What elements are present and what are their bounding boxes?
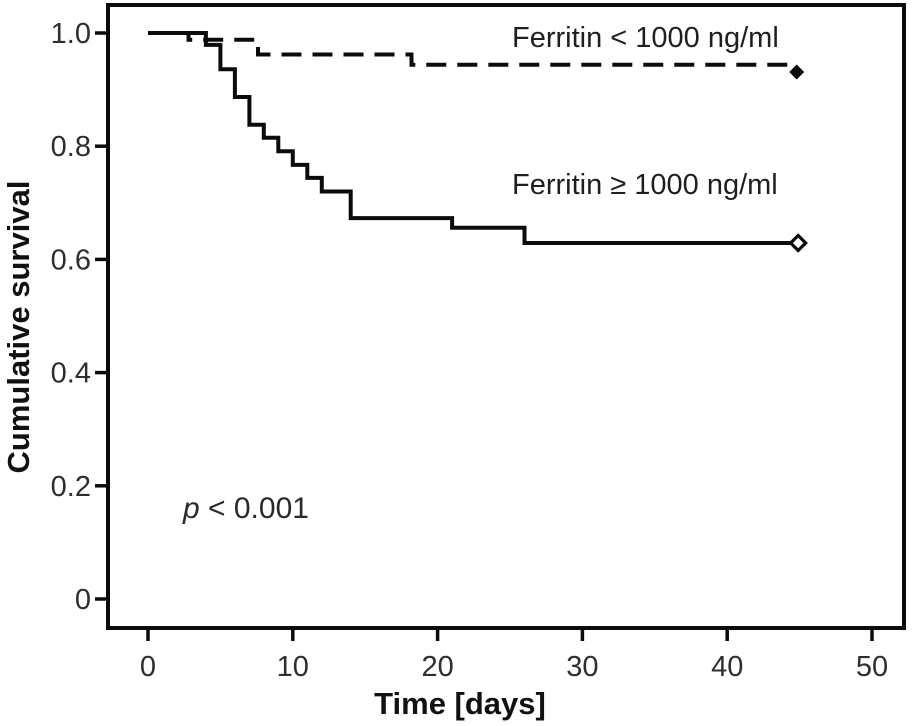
series-end-markers bbox=[788, 64, 808, 253]
x-tick-label: 0 bbox=[140, 651, 156, 683]
filled-diamond-marker bbox=[789, 64, 805, 80]
plot-frame bbox=[106, 3, 906, 630]
y-tick-label: 0.8 bbox=[51, 131, 91, 163]
x-axis-ticks: 0 10 20 30 40 50 bbox=[140, 628, 888, 683]
y-tick-label: 0.4 bbox=[51, 358, 91, 390]
y-tick-label: 0.6 bbox=[51, 244, 91, 276]
p-value-annotation: p < 0.001 bbox=[183, 492, 309, 526]
x-tick-label: 20 bbox=[421, 651, 453, 683]
y-tick-label: 0.2 bbox=[51, 471, 91, 503]
x-tick-label: 50 bbox=[856, 651, 888, 683]
p-symbol: p bbox=[183, 492, 200, 525]
series-lines bbox=[148, 31, 793, 245]
x-axis-title: Time [days] bbox=[374, 686, 546, 721]
y-axis-title: Cumulative survival bbox=[1, 180, 36, 474]
x-tick-label: 30 bbox=[566, 651, 598, 683]
y-tick-label: 1.0 bbox=[51, 18, 91, 50]
survival-curve-ferritin-high bbox=[148, 31, 793, 245]
y-tick-label: 0 bbox=[75, 584, 91, 616]
legend-label-ferritin-high: Ferritin ≥ 1000 ng/ml bbox=[512, 169, 778, 201]
x-tick-label: 10 bbox=[277, 651, 309, 683]
open-diamond-marker bbox=[788, 233, 808, 253]
legend-label-ferritin-low: Ferritin < 1000 ng/ml bbox=[512, 22, 779, 54]
x-tick-label: 40 bbox=[711, 651, 743, 683]
y-axis-ticks: 0 0.2 0.4 0.6 0.8 1.0 bbox=[51, 18, 108, 616]
p-value-text: < 0.001 bbox=[199, 492, 309, 525]
